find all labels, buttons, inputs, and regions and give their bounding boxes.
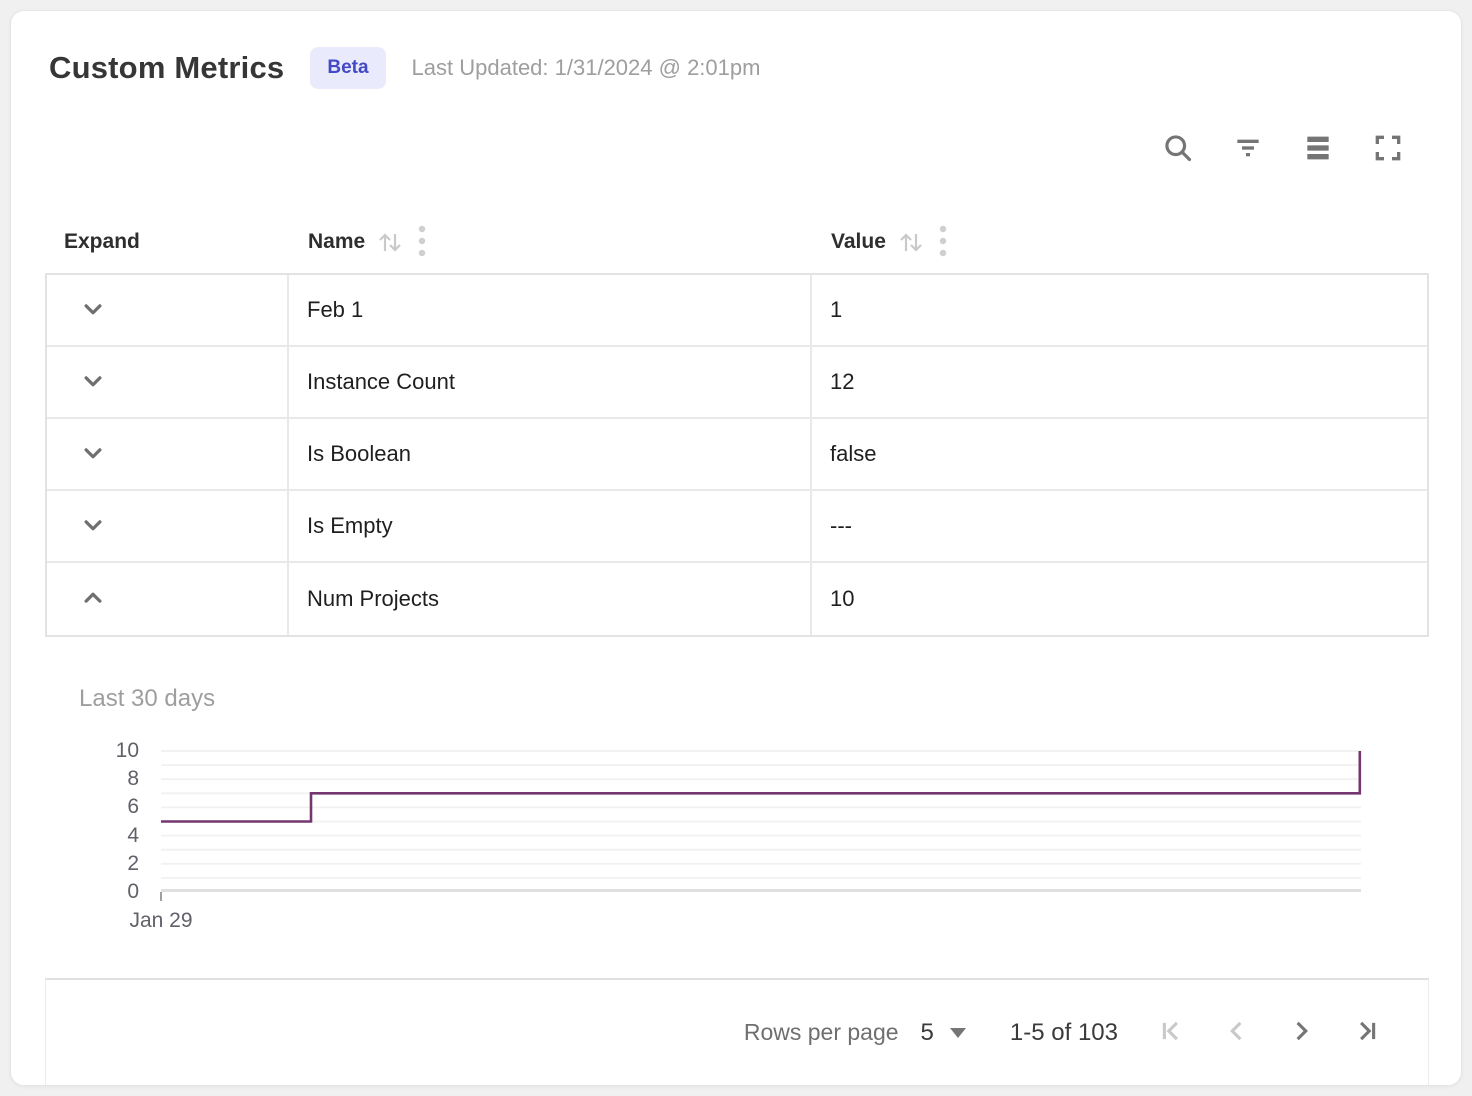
next-page-button[interactable]: [1276, 1007, 1328, 1059]
table-row: Is Empty ---: [47, 491, 1427, 563]
chart-x-tick: [160, 892, 162, 901]
pagination-footer: Rows per page 5 1-5 of 103: [45, 978, 1429, 1085]
dropdown-caret-icon: [949, 1027, 966, 1038]
column-menu-button[interactable]: [415, 224, 429, 261]
pagination-range-label: 1-5 of 103: [1009, 1018, 1118, 1046]
chevron-down-icon: [78, 438, 108, 471]
first-page-icon: [1155, 1016, 1185, 1049]
previous-page-button: [1210, 1007, 1262, 1059]
panel-header: Custom Metrics Beta Last Updated: 1/31/2…: [49, 47, 760, 89]
chevron-down-icon: [78, 294, 108, 327]
value-cell: 10: [830, 586, 855, 611]
column-header-value[interactable]: Value: [812, 211, 1429, 273]
chart-y-tick-label: 2: [127, 851, 139, 875]
table-header-row: Expand Name Value: [45, 211, 1429, 273]
pagination-buttons: [1144, 1007, 1394, 1059]
sort-arrows-icon[interactable]: [373, 229, 407, 256]
metric-step-line: [161, 751, 1362, 823]
name-cell: Instance Count: [289, 347, 812, 417]
name-cell: Feb 1: [289, 275, 812, 345]
column-header-label: Name: [308, 230, 366, 253]
chart-title: Last 30 days: [79, 685, 216, 712]
column-menu-button[interactable]: [936, 224, 950, 261]
table-body: Feb 1 1 Instance Count 12 Is Boolean false Is …: [45, 273, 1429, 637]
value-cell: 1: [830, 297, 843, 322]
filter-button[interactable]: [1231, 131, 1265, 165]
table-row: Feb 1 1: [47, 275, 1427, 347]
rows-per-page-select[interactable]: 5: [921, 1019, 966, 1047]
page-title: Custom Metrics: [49, 50, 285, 85]
first-page-button: [1144, 1007, 1196, 1059]
fullscreen-icon: [1372, 132, 1404, 164]
row-detail-chart: Last 30 days 0 2 4 6 8 10 Jan 29: [11, 685, 1461, 965]
expand-cell: [47, 491, 289, 561]
chevron-down-icon: [78, 366, 108, 399]
custom-metrics-panel: Custom Metrics Beta Last Updated: 1/31/2…: [10, 10, 1462, 1086]
value-cell: 12: [830, 369, 855, 394]
table-row: Instance Count 12: [47, 347, 1427, 419]
fullscreen-button[interactable]: [1371, 131, 1405, 165]
column-header-expand: Expand: [45, 211, 289, 273]
search-icon: [1162, 132, 1194, 164]
expand-cell: [47, 419, 289, 489]
column-header-label: Expand: [64, 230, 140, 253]
rows-per-page-value: 5: [920, 1018, 934, 1046]
density-icon: [1302, 132, 1334, 164]
chart-y-axis: 0 2 4 6 8 10: [89, 739, 149, 903]
kebab-menu-icon: [417, 224, 427, 261]
name-cell: Is Empty: [289, 491, 812, 561]
name-cell: Num Projects: [289, 563, 812, 635]
chart-x-tick-label: Jan 29: [129, 909, 193, 932]
chart-plot-area: [161, 750, 1362, 892]
collapse-row-button[interactable]: [77, 583, 109, 615]
beta-badge: Beta: [310, 47, 386, 89]
search-button[interactable]: [1161, 131, 1195, 165]
expand-row-button[interactable]: [77, 294, 109, 326]
column-header-label: Value: [831, 230, 886, 253]
expand-row-button[interactable]: [77, 510, 109, 542]
chart-y-tick-label: 4: [127, 823, 139, 847]
column-header-name[interactable]: Name: [289, 211, 812, 273]
chart-y-tick-label: 6: [127, 795, 139, 819]
grid-toolbar: [1161, 131, 1405, 165]
last-page-icon: [1353, 1016, 1383, 1049]
kebab-menu-icon: [938, 224, 948, 261]
table-row: Is Boolean false: [47, 419, 1427, 491]
last-updated-text: Last Updated: 1/31/2024 @ 2:01pm: [411, 55, 761, 80]
value-cell: ---: [830, 513, 852, 538]
filter-icon: [1232, 132, 1264, 164]
table-row: Num Projects 10: [47, 563, 1427, 635]
rows-per-page-label: Rows per page: [743, 1019, 899, 1045]
expand-row-button[interactable]: [77, 438, 109, 470]
expand-cell: [47, 563, 289, 635]
expand-cell: [47, 347, 289, 417]
expand-row-button[interactable]: [77, 366, 109, 398]
sort-arrows-icon[interactable]: [894, 229, 928, 256]
chart-y-tick-label: 0: [127, 880, 139, 903]
chart-y-tick-label: 8: [127, 767, 139, 791]
chevron-up-icon: [78, 583, 108, 616]
chevron-left-icon: [1221, 1016, 1251, 1049]
expand-cell: [47, 275, 289, 345]
name-cell: Is Boolean: [289, 419, 812, 489]
chevron-down-icon: [78, 510, 108, 543]
chart-y-tick-label: 10: [115, 739, 139, 762]
value-cell: false: [830, 441, 877, 466]
chevron-right-icon: [1287, 1016, 1317, 1049]
density-button[interactable]: [1301, 131, 1335, 165]
last-page-button[interactable]: [1342, 1007, 1394, 1059]
